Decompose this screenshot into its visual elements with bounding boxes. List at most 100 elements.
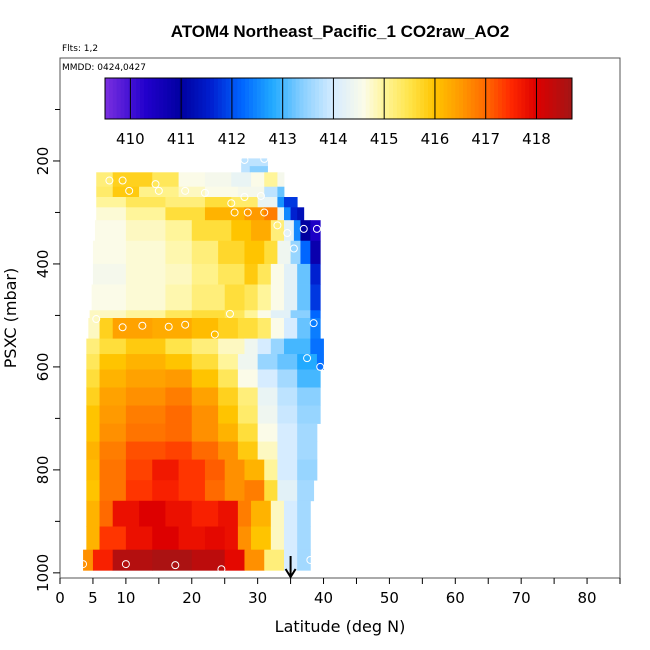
heatmap-cell: [99, 354, 127, 370]
colorbar-strip: [501, 78, 507, 119]
colorbar-tick-label: 413: [268, 130, 297, 148]
heatmap-cell: [270, 263, 285, 285]
colorbar-strip: [202, 78, 207, 119]
colorbar-strip: [494, 78, 499, 119]
plot-area: [59, 57, 621, 579]
colorbar-strip: [307, 78, 312, 119]
colorbar-strip: [544, 78, 550, 119]
heatmap-cell: [257, 263, 272, 285]
heatmap-cell: [270, 220, 285, 242]
heatmap-cell: [178, 526, 206, 551]
heatmap-cell: [277, 354, 298, 370]
heatmap-cell: [231, 220, 252, 242]
observation-point: [306, 555, 315, 564]
heatmap-cell: [204, 480, 226, 502]
colorbar-strip: [256, 78, 262, 119]
colorbar-strip: [435, 78, 441, 119]
colorbar-strip: [451, 78, 456, 119]
y-axis-label: PSXC (mbar): [1, 268, 20, 368]
heatmap-cell: [86, 526, 100, 551]
heatmap-cell: [277, 405, 298, 424]
heatmap-field: [83, 158, 324, 571]
colorbar-strip: [447, 78, 452, 119]
heatmap-cell: [297, 405, 321, 424]
heatmap-cell: [165, 240, 193, 265]
heatmap-cell: [152, 526, 179, 551]
heatmap-cell: [284, 263, 298, 285]
colorbar-strip: [470, 78, 476, 119]
colorbar-strip: [463, 78, 468, 119]
colorbar-strip: [264, 78, 269, 119]
heatmap-cell: [293, 220, 301, 242]
colorbar-strip: [217, 78, 223, 119]
heatmap-cell: [297, 526, 311, 551]
colorbar-strip: [428, 78, 433, 119]
heatmap-cell: [125, 220, 166, 242]
heatmap-cell: [284, 526, 298, 551]
x-tick-label: 0: [55, 589, 65, 607]
y-tick-label: 1000: [34, 554, 52, 592]
heatmap-cell: [277, 197, 285, 208]
heatmap-cell: [86, 441, 100, 460]
heatmap-cell: [165, 405, 193, 424]
colorbar-strip: [245, 78, 250, 119]
heatmap-cell: [231, 197, 259, 208]
heatmap-cell: [125, 354, 166, 370]
heatmap-cell: [191, 500, 219, 527]
heatmap-cell: [284, 318, 298, 339]
heatmap-cell: [204, 186, 239, 198]
heatmap-cell: [125, 284, 166, 311]
heatmap-cell: [277, 387, 298, 406]
heatmap-cell: [264, 480, 278, 502]
heatmap-cell: [270, 500, 285, 527]
observation-point: [240, 193, 249, 202]
colorbar-strip: [206, 78, 211, 119]
heatmap-cell: [257, 197, 278, 208]
heatmap-cell: [191, 318, 219, 339]
colorbar-strip: [116, 78, 122, 119]
colorbar-strip: [365, 78, 371, 119]
heatmap-cell: [96, 172, 114, 188]
heatmap-cell: [224, 310, 245, 319]
colorbar-strip: [237, 78, 242, 119]
heatmap-cell: [297, 369, 321, 388]
colorbar-strip: [529, 78, 534, 119]
heatmap-cell: [99, 526, 127, 551]
colorbar-strip: [284, 78, 289, 119]
heatmap-cell: [218, 263, 245, 285]
heatmap-cell: [112, 549, 153, 571]
heatmap-cell: [165, 354, 193, 370]
colorbar-tick-label: 410: [116, 130, 145, 148]
heatmap-cell: [237, 423, 259, 442]
colorbar-strip: [155, 78, 160, 119]
heatmap-cell: [244, 480, 265, 502]
heatmap-cell: [297, 284, 311, 311]
heatmap-cell: [125, 263, 166, 285]
heatmap-cell: [191, 240, 219, 265]
heatmap-cell: [270, 310, 291, 319]
colorbar-strip: [186, 78, 192, 119]
heatmap-cell: [264, 172, 278, 188]
heatmap-cell: [99, 441, 127, 460]
heatmap-cell: [191, 263, 219, 285]
heatmap-cell: [244, 459, 265, 481]
heatmap-cell: [96, 207, 127, 221]
colorbar-strip: [322, 78, 328, 119]
heatmap-cell: [257, 310, 272, 319]
heatmap-cell: [125, 459, 153, 481]
heatmap-cell: [125, 338, 166, 355]
heatmap-cell: [191, 220, 232, 242]
colorbar-strip: [272, 78, 277, 119]
colorbar-strip: [354, 78, 359, 119]
heatmap-cell: [264, 549, 285, 571]
colorbar-strip: [295, 78, 301, 119]
heatmap-cell: [251, 220, 272, 242]
heatmap-cell: [270, 284, 285, 311]
heatmap-cell: [165, 441, 193, 460]
heatmap-cell: [218, 387, 239, 406]
colorbar-strip: [171, 78, 176, 119]
colorbar-strip: [338, 78, 343, 119]
heatmap-cell: [152, 459, 179, 481]
heatmap-cell: [218, 338, 245, 355]
heatmap-cell: [139, 500, 166, 527]
